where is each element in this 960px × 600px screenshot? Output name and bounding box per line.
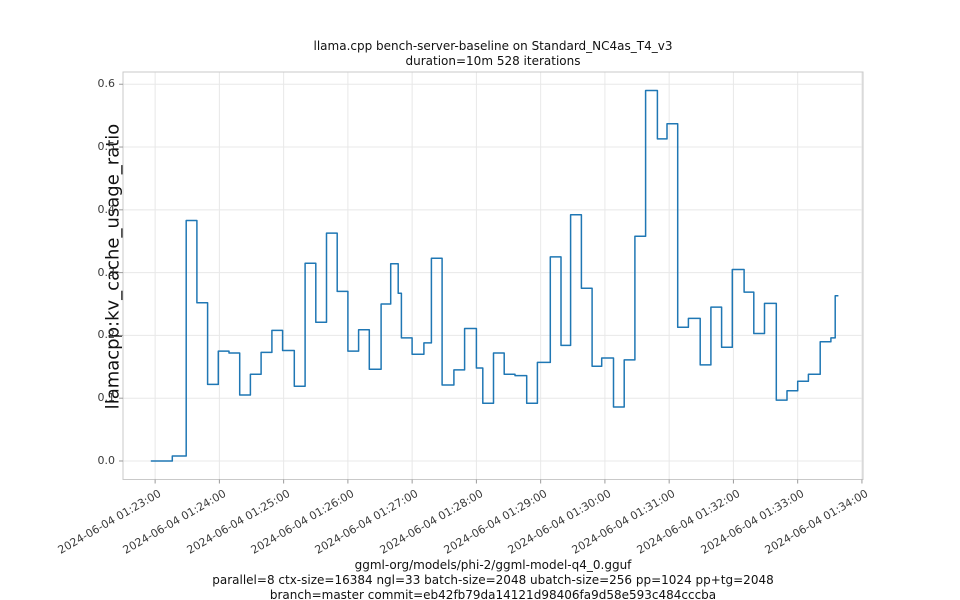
kv-cache-usage-series [150, 89, 839, 462]
axes-spines [122, 71, 864, 480]
chart-title-line2: duration=10m 528 iterations [405, 54, 581, 68]
caption-branch-commit: branch=master commit=eb42fb79da14121d984… [269, 588, 717, 600]
y-tick-label: 0.3 [97, 265, 116, 279]
y-tick-label: 0.0 [97, 453, 116, 467]
y-tick-label: 0.6 [97, 77, 116, 91]
y-tick-label: 0.5 [97, 140, 116, 154]
chart-captions: ggml-org/models/phi-2/ggml-model-q4_0.gg… [123, 558, 863, 600]
y-tick-label: 0.4 [97, 202, 116, 216]
y-tick-label: 0.1 [97, 391, 116, 405]
chart-title-line1: llama.cpp bench-server-baseline on Stand… [313, 39, 673, 53]
caption-model-path: ggml-org/models/phi-2/ggml-model-q4_0.gg… [354, 558, 632, 572]
chart-title: llama.cpp bench-server-baseline on Stand… [123, 39, 863, 69]
y-tick-label: 0.2 [97, 328, 116, 342]
caption-params: parallel=8 ctx-size=16384 ngl=33 batch-s… [212, 573, 774, 587]
